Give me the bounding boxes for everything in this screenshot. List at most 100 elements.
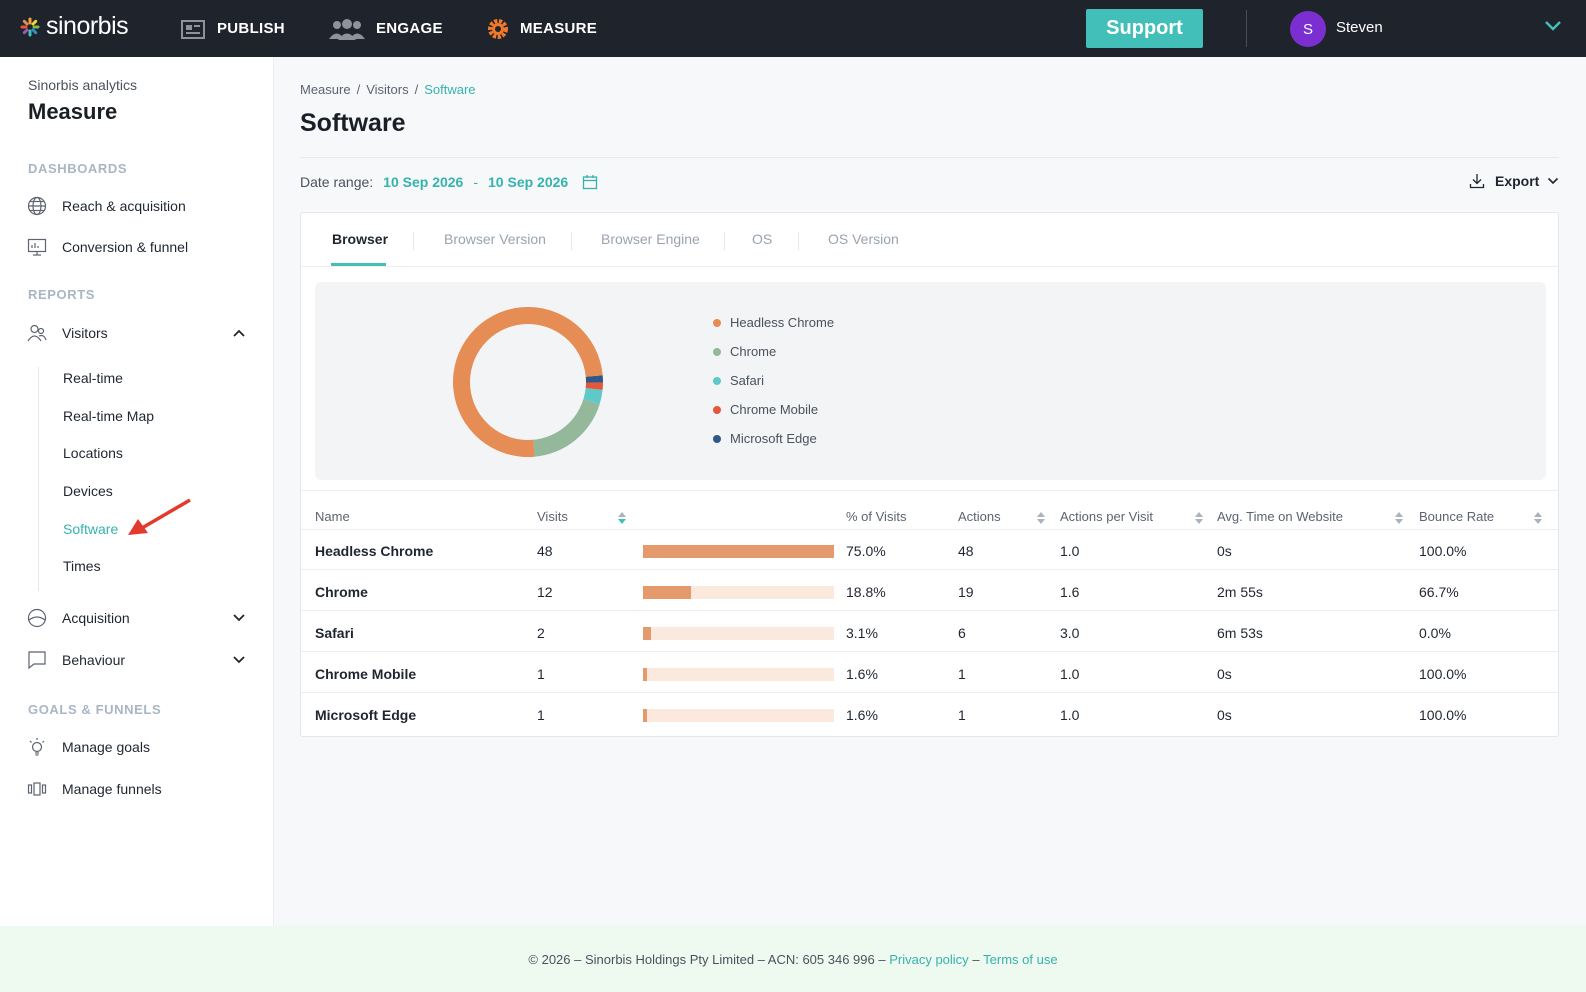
avatar[interactable]: S <box>1290 11 1326 47</box>
terms-of-use-link[interactable]: Terms of use <box>983 951 1058 967</box>
legend-dot <box>713 405 721 414</box>
sidebar-child-times[interactable]: Times <box>63 558 101 574</box>
donut-slice-safari[interactable] <box>583 388 603 405</box>
cell-time: 2m 55s <box>1217 584 1263 600</box>
sort-icon[interactable] <box>1194 511 1204 525</box>
sidebar: Sinorbis analytics Measure DASHBOARDS Re… <box>0 57 274 926</box>
sidebar-item-acquisition[interactable]: Acquisition <box>26 607 130 629</box>
visits-bar <box>643 668 834 681</box>
sort-icon[interactable] <box>1036 511 1046 525</box>
legend-item[interactable]: Chrome <box>713 344 776 359</box>
sidebar-item-label: Conversion & funnel <box>62 239 189 255</box>
sidebar-item-label: Manage funnels <box>62 781 162 797</box>
donut-slice-chrome[interactable] <box>533 399 600 457</box>
legend-dot <box>713 434 721 443</box>
footer: © 2026 – Sinorbis Holdings Pty Limited –… <box>0 926 1586 992</box>
sidebar-child-realtime[interactable]: Real-time <box>63 370 123 386</box>
cell-visits: 1 <box>537 666 545 682</box>
sidebar-child-locations[interactable]: Locations <box>63 445 123 461</box>
visits-bar <box>643 627 834 640</box>
sidebar-item-behaviour[interactable]: Behaviour <box>26 649 125 671</box>
user-name[interactable]: Steven <box>1336 19 1383 36</box>
legend-dot <box>713 318 721 327</box>
nav-publish[interactable]: PUBLISH <box>181 0 285 57</box>
sidebar-item-visitors[interactable]: Visitors <box>26 322 108 344</box>
donut-slice-chrome-mobile[interactable] <box>585 382 603 390</box>
nav-engage[interactable]: ENGAGE <box>328 0 443 57</box>
tab-os[interactable]: OS <box>752 231 773 247</box>
visits-bar-fill <box>643 586 691 599</box>
legend-label: Safari <box>730 373 764 388</box>
sort-icon[interactable] <box>1394 511 1404 525</box>
legend-item[interactable]: Safari <box>713 373 764 388</box>
sidebar-child-software[interactable]: Software <box>63 521 119 537</box>
support-button[interactable]: Support <box>1086 9 1203 48</box>
footer-text: © 2026 – Sinorbis Holdings Pty Limited –… <box>528 951 886 967</box>
cell-name: Safari <box>315 625 354 641</box>
col-visits[interactable]: Visits <box>537 509 568 524</box>
cell-visits: 2 <box>537 625 545 641</box>
tab-browser-version[interactable]: Browser Version <box>444 231 546 247</box>
col-actions-per-visit[interactable]: Actions per Visit <box>1060 509 1153 524</box>
legend-label: Chrome <box>730 344 777 359</box>
legend-item[interactable]: Microsoft Edge <box>713 431 817 446</box>
col-bounce-rate[interactable]: Bounce Rate <box>1419 509 1495 524</box>
chevron-down-icon[interactable] <box>232 655 246 665</box>
tab-browser[interactable]: Browser <box>332 231 389 247</box>
top-divider <box>1246 10 1247 47</box>
sidebar-child-devices[interactable]: Devices <box>63 483 113 499</box>
sidebar-item-manage-funnels[interactable]: Manage funnels <box>26 778 162 800</box>
chevron-up-icon[interactable] <box>232 328 246 338</box>
top-bar: sinorbis PUBLISH ENGAGE MEASURE Support <box>0 0 1586 57</box>
lightbulb-icon <box>26 736 48 758</box>
cell-bounce: 66.7% <box>1419 584 1459 600</box>
tab-browser-engine[interactable]: Browser Engine <box>601 231 700 247</box>
visits-bar-fill <box>643 627 651 640</box>
cell-pct: 3.1% <box>846 625 878 641</box>
active-tab-indicator <box>331 263 386 266</box>
breadcrumb-visitors[interactable]: Visitors <box>366 82 409 97</box>
sidebar-item-label: Visitors <box>62 325 108 341</box>
legend-item[interactable]: Headless Chrome <box>713 315 834 330</box>
export-button[interactable]: Export <box>1469 173 1559 189</box>
date-to[interactable]: 10 Sep 2026 <box>488 174 569 190</box>
sidebar-item-conversion[interactable]: Conversion & funnel <box>26 236 188 258</box>
cell-bounce: 0.0% <box>1419 625 1451 641</box>
visitors-icon <box>26 322 48 344</box>
chevron-down-icon[interactable] <box>1544 20 1562 32</box>
annotation-arrow-icon <box>128 498 191 535</box>
cell-apv: 1.0 <box>1060 707 1080 723</box>
donut-slice-microsoft-edge[interactable] <box>585 375 603 383</box>
col-actions[interactable]: Actions <box>958 509 1001 524</box>
nav-measure[interactable]: MEASURE <box>486 0 597 57</box>
cell-visits: 48 <box>537 543 553 559</box>
sort-icon[interactable] <box>617 511 627 525</box>
legend-item[interactable]: Chrome Mobile <box>713 402 818 417</box>
breadcrumb-measure[interactable]: Measure <box>300 82 351 97</box>
date-range: Date range: 10 Sep 2026 - 10 Sep 2026 <box>300 174 598 190</box>
logo[interactable]: sinorbis <box>20 12 129 41</box>
section-reports: REPORTS <box>28 287 96 302</box>
cell-actions: 19 <box>958 584 974 600</box>
col-avg-time[interactable]: Avg. Time on Website <box>1217 509 1343 524</box>
cell-time: 0s <box>1217 707 1232 723</box>
nav-engage-label: ENGAGE <box>376 20 443 37</box>
sidebar-item-reach[interactable]: Reach & acquisition <box>26 195 186 217</box>
visitors-tree-line <box>38 367 39 591</box>
sort-icon[interactable] <box>1533 511 1543 525</box>
sidebar-child-realtime-map[interactable]: Real-time Map <box>63 408 155 424</box>
chevron-down-icon[interactable] <box>232 613 246 623</box>
sidebar-item-manage-goals[interactable]: Manage goals <box>26 736 150 758</box>
date-range-label: Date range: <box>300 174 374 190</box>
cell-time: 0s <box>1217 543 1232 559</box>
date-from[interactable]: 10 Sep 2026 <box>383 174 464 190</box>
cell-bounce: 100.0% <box>1419 707 1467 723</box>
cell-apv: 1.0 <box>1060 543 1080 559</box>
cell-name: Chrome Mobile <box>315 666 417 682</box>
chat-icon <box>26 649 48 671</box>
cell-actions: 1 <box>958 666 966 682</box>
privacy-policy-link[interactable]: Privacy policy <box>889 951 969 967</box>
nav-measure-label: MEASURE <box>520 20 598 37</box>
tab-os-version[interactable]: OS Version <box>828 231 899 247</box>
calendar-icon[interactable] <box>582 174 598 190</box>
